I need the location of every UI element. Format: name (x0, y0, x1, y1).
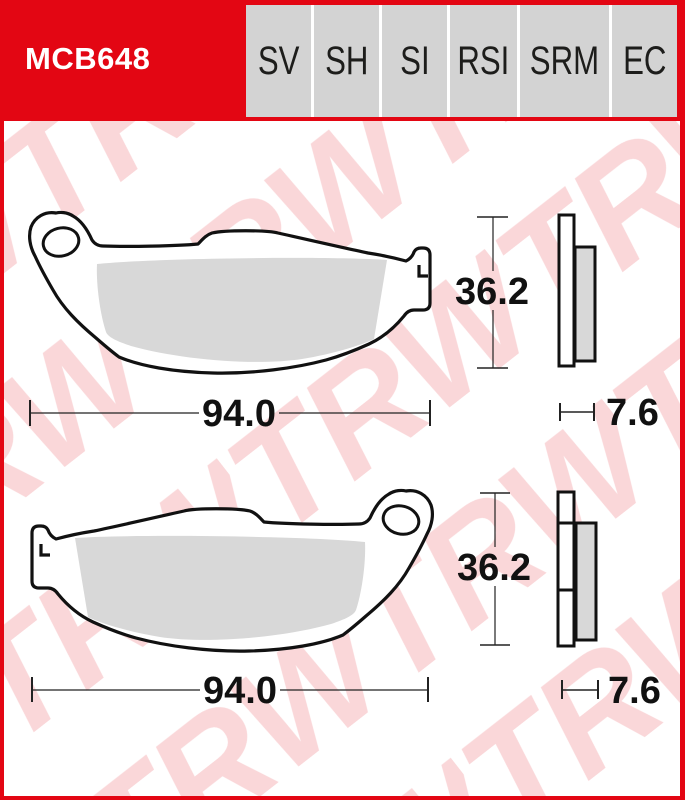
pad-top-l-mark (417, 265, 428, 278)
compound-cell-sv: SV (246, 5, 315, 117)
pad-top-side-view (557, 213, 597, 368)
pad-bottom-plan-view (30, 488, 435, 653)
dimension-bottom-height-label: 36.2 (457, 547, 531, 589)
compound-cell-si: SI (382, 5, 451, 117)
compound-label-si: SI (400, 38, 430, 83)
dimension-top-width (29, 400, 431, 426)
dimension-top-height-label: 36.2 (455, 271, 529, 313)
part-number: MCB648 (25, 41, 151, 76)
dimension-top-thickness (559, 403, 595, 421)
dimension-top-thickness-label: 7.6 (606, 392, 659, 434)
dimension-bottom-width (31, 677, 429, 702)
compound-label-srm: SRM (529, 38, 600, 83)
compound-table: SV SH SI RSI SRM EC (246, 5, 678, 117)
compound-label-rsi: RSI (457, 38, 510, 83)
side-backplate-top (557, 213, 576, 368)
compound-label-ec: EC (622, 38, 667, 83)
pad-top-plan-view (27, 210, 432, 375)
compound-cell-ec: EC (611, 5, 678, 117)
header-band: MCB648 SV SH SI RSI SRM EC (0, 0, 685, 121)
dimension-bottom-height (480, 492, 510, 646)
dimension-bottom-width-label: 94.0 (203, 670, 277, 712)
dimension-bottom-thickness (561, 680, 599, 699)
pad-bottom-l-mark (39, 544, 50, 557)
pad-bottom-side-view (556, 490, 598, 648)
compound-cell-srm: SRM (520, 5, 612, 117)
side-friction-bottom (574, 521, 598, 642)
dimension-top-width-label: 94.0 (202, 393, 276, 435)
compound-cell-rsi: RSI (450, 5, 521, 117)
side-friction-top (573, 245, 597, 363)
compound-label-sh: SH (324, 38, 369, 83)
compound-cell-sh: SH (314, 5, 383, 117)
dimension-top-height (477, 216, 508, 369)
compound-label-sv: SV (257, 38, 300, 83)
dimension-bottom-thickness-label: 7.6 (608, 670, 661, 712)
side-backplate-bottom (556, 490, 576, 648)
